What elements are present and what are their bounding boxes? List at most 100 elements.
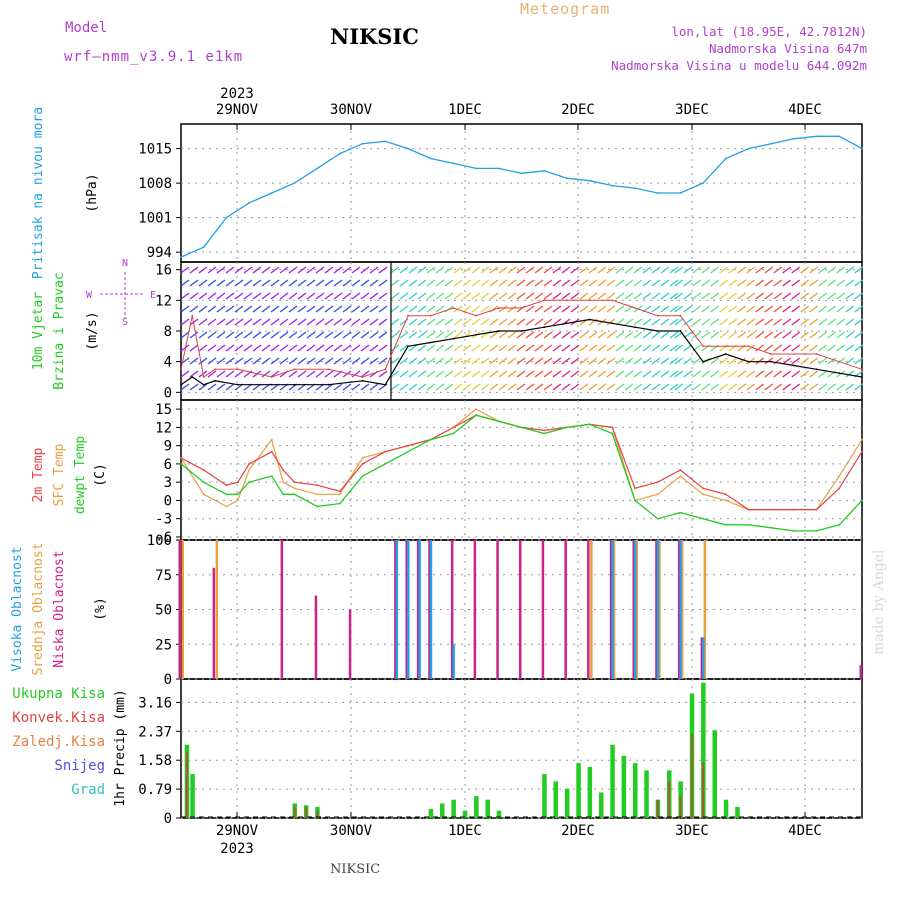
dewpt-line-point [656,517,659,520]
sfc-temp-line-point [236,499,239,502]
wind-arrow [651,318,661,326]
dewpt-line-point [361,475,364,477]
wind-arrow [351,383,361,391]
sfc-temp-line-point [861,438,863,441]
pressure-line-point [361,142,364,145]
wind-arrow [669,318,679,326]
dewpt-line-point [838,523,841,526]
wind-arrow [818,383,828,391]
wind-arrow [525,292,535,300]
wind-arrow [836,344,846,352]
wind-arrow [498,279,508,287]
wind-arrow [426,370,436,378]
wind-arrow [471,344,481,352]
wind-arrow [692,370,702,378]
wind-arrow [651,383,661,391]
wind-arrow [453,344,463,352]
wind-arrow [453,266,463,274]
wind-arrow [660,279,670,287]
pressure-line-point [611,184,614,187]
wind-arrow [480,318,490,326]
model-altitude-text: Nadmorska Visina u modelu 644.092m [611,58,867,73]
wind-arrow [552,383,562,391]
precip-legend-1: Ukupna Kisa [12,686,105,702]
wind-arrow [342,292,352,300]
cloud-unit-label: (%) [93,597,108,620]
wind-arrow [764,370,774,378]
wind-arrow [570,305,580,313]
wind-arrow [351,357,361,365]
wind-arrow [552,344,562,352]
pressure-line-point [656,192,659,194]
2m-temp-line-point [815,508,818,511]
wind-arrow [225,357,235,365]
wind-arrow [507,344,517,352]
wind-arrow [827,331,837,339]
wind-arrow [701,305,711,313]
wind-arrow [809,266,819,274]
wind-arrow [261,331,271,339]
pressure-line-point [543,169,546,172]
wind-arrow [597,279,607,287]
wind-arrow [180,370,190,378]
wind-arrow [198,357,208,365]
dewpt-line-point [236,493,239,496]
wind-arrow [588,292,598,300]
dewpt-line-point [316,505,319,508]
wind-arrow [516,357,526,365]
high-cloud-label: Visoka Oblacnost [10,546,25,671]
wind-arrow [180,266,190,274]
wind-arrow [453,305,463,313]
pressure-unit-label: (hPa) [85,173,100,212]
cloud-bar [418,540,421,679]
pressure-line-point [793,137,795,140]
cloud-bar [656,540,660,679]
wind-arrow [561,305,571,313]
wind-arrow [207,266,217,274]
wind-arrow [836,279,846,287]
wind-arrow [692,279,702,287]
total-precip-bar [474,796,479,818]
wind-arrow [552,292,562,300]
wind-arrow [234,344,244,352]
wind-speed-line-point [679,330,682,332]
wind-arrow [800,357,810,365]
wind-arrow [498,318,508,326]
gust-line-point [656,314,659,317]
wind-arrow [588,370,598,378]
wind-arrow [369,305,379,313]
wind-arrow [836,266,846,274]
gust-line-point [861,368,863,371]
2m-temp-line-point [543,429,546,432]
wind-arrow [845,279,855,287]
total-precip-bar [701,682,706,818]
wind-arrow [683,370,693,378]
wind-arrow [719,383,729,391]
y-tick-label: 8 [164,324,172,340]
top-day-label: 3DEC [675,102,709,118]
wind-arrow [399,292,409,300]
wind-arrow [306,344,316,352]
wind-speed-line-point [236,383,239,386]
gust-line-point [815,353,818,355]
wind-arrow [624,292,634,300]
wind-arrow [261,370,271,378]
wind-arrow [462,292,472,300]
wind-speed-line-point [793,364,795,367]
wind-arrow [791,318,801,326]
total-precip-bar [610,744,615,818]
dewpt-line-point [543,432,546,435]
wind-arrow [198,266,208,274]
wind-arrow [660,383,670,391]
wind-arrow [669,344,679,352]
wind-arrow [306,370,316,378]
wind-arrow [426,266,436,274]
wind-arrow [297,266,307,274]
wind-arrow [615,279,625,287]
wind-arrow [324,344,334,352]
wind-arrow [480,266,490,274]
wind-arrow [189,344,199,352]
sfc-temp-line-point [702,493,704,496]
wind-arrow [791,357,801,365]
